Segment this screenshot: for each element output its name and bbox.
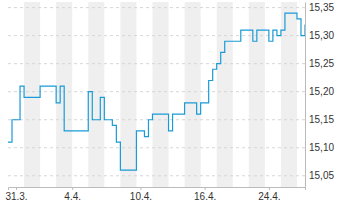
x-tick-label: 16.4. bbox=[194, 191, 216, 202]
y-tick: 15,35 bbox=[305, 2, 334, 13]
band bbox=[120, 2, 136, 187]
grid-line bbox=[8, 147, 305, 148]
x-axis: 31.3. 4.4. 10.4. 16.4. 24.4. bbox=[5, 187, 305, 202]
x-tick-label: 4.4. bbox=[64, 191, 81, 202]
y-tick: 15,15 bbox=[305, 114, 334, 125]
x-axis-line bbox=[9, 188, 306, 191]
x-tick: 24.4. bbox=[258, 187, 280, 202]
x-tick-label: 24.4. bbox=[258, 191, 280, 202]
y-tick: 15,25 bbox=[305, 58, 334, 69]
y-tick: 15,10 bbox=[305, 142, 334, 153]
x-tick: 4.4. bbox=[64, 187, 81, 202]
y-axis: 15,05 15,10 15,15 15,20 15,25 15,30 15,35 bbox=[305, 2, 334, 187]
y-tick-label: 15,30 bbox=[309, 30, 334, 41]
grid-line bbox=[8, 35, 305, 36]
grid-line bbox=[8, 63, 305, 64]
chart: 15,05 15,10 15,15 15,20 15,25 15,30 15,35 31.3.… bbox=[0, 0, 341, 207]
y-tick-label: 15,05 bbox=[309, 170, 334, 181]
band bbox=[24, 2, 40, 187]
x-tick-label: 31.3. bbox=[5, 191, 27, 202]
x-tick-label: 10.4. bbox=[130, 191, 152, 202]
grid-line bbox=[8, 119, 305, 120]
x-tick-mark bbox=[140, 187, 141, 190]
y-tick: 15,05 bbox=[305, 170, 334, 181]
grid bbox=[8, 8, 305, 176]
y-tick-label: 15,15 bbox=[309, 114, 334, 125]
x-tick: 31.3. bbox=[5, 187, 27, 202]
band bbox=[185, 2, 201, 187]
x-tick-mark bbox=[205, 187, 206, 190]
y-tick-label: 15,20 bbox=[309, 86, 334, 97]
x-tick: 10.4. bbox=[130, 187, 152, 202]
y-tick: 15,20 bbox=[305, 86, 334, 97]
x-tick-mark bbox=[72, 187, 73, 190]
plot-area bbox=[8, 13, 305, 170]
y-tick-label: 15,10 bbox=[309, 142, 334, 153]
y-tick: 15,30 bbox=[305, 30, 334, 41]
band bbox=[88, 2, 104, 187]
x-tick-mark bbox=[16, 187, 17, 190]
x-tick: 16.4. bbox=[194, 187, 216, 202]
grid-line bbox=[8, 175, 305, 176]
background-bands bbox=[24, 2, 297, 187]
y-axis-line bbox=[305, 3, 306, 188]
grid-line bbox=[8, 91, 305, 92]
band bbox=[152, 2, 168, 187]
y-tick-label: 15,25 bbox=[309, 58, 334, 69]
price-line bbox=[8, 13, 305, 170]
grid-line bbox=[8, 7, 305, 8]
x-tick-mark bbox=[269, 187, 270, 190]
band bbox=[217, 2, 233, 187]
y-tick-label: 15,35 bbox=[309, 2, 334, 13]
